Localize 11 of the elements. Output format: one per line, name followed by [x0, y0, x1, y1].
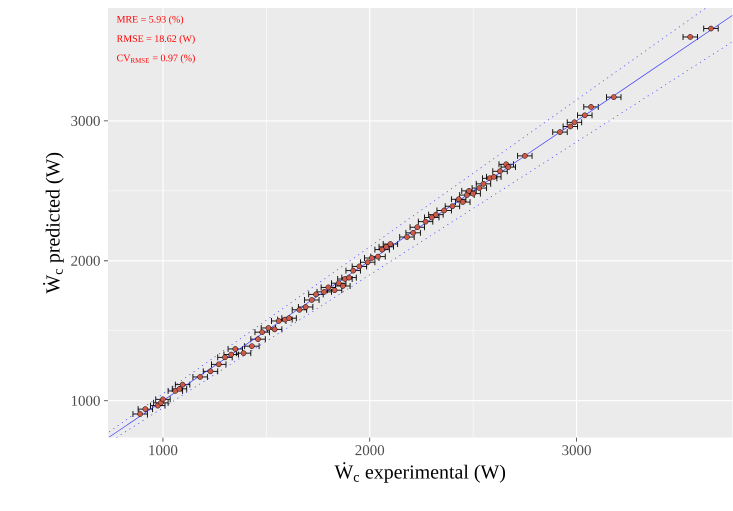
x-axis-title: Ẇ$_{c}$ experimental (W)	[334, 462, 506, 483]
y-tick-label: 3000	[71, 116, 100, 126]
y-axis-title: Ẇ$_{c}$ predicted (W)	[43, 153, 64, 294]
x-tick-label: 1000	[149, 445, 178, 456]
y-tick-label: 1000	[72, 396, 100, 406]
y-tick-label: 2000	[71, 256, 100, 266]
annotation: MRE = 5.93 (%)	[116, 16, 184, 25]
annotation: CV$_{RMSE}$ = 0.97 (%)	[117, 54, 195, 64]
x-tick-label: 3000	[562, 445, 591, 456]
annotation: RMSE = 18.62 (W)	[116, 35, 195, 44]
x-tick-label: 2000	[355, 445, 384, 456]
